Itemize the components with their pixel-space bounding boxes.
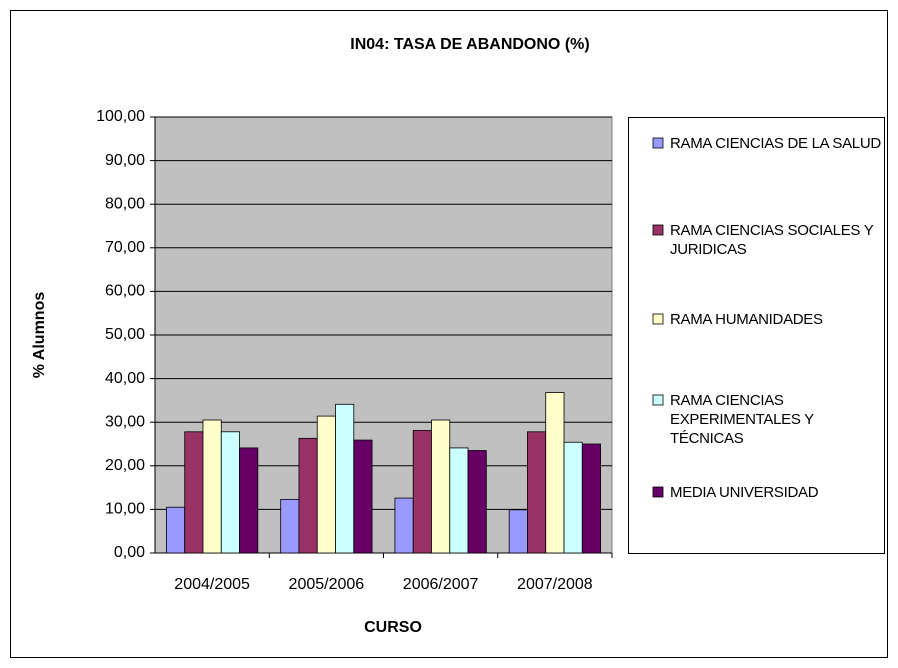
legend-swatch <box>652 394 664 406</box>
bar <box>353 439 373 554</box>
bar <box>563 441 583 554</box>
bar <box>335 403 355 554</box>
bar <box>298 437 318 554</box>
chart-title: IN04: TASA DE ABANDONO (%) <box>350 36 589 53</box>
y-tick-label: 100,00 <box>96 108 145 125</box>
legend-label: RAMA CIENCIAS DE LA SALUD <box>670 135 881 152</box>
bar <box>239 447 259 554</box>
y-tick-label: 20,00 <box>105 457 145 474</box>
bar <box>431 419 451 554</box>
bar <box>545 392 565 554</box>
legend-label: RAMA CIENCIAS EXPERIMENTALES Y TÉCNICAS <box>670 392 814 447</box>
bar <box>202 419 222 554</box>
legend-swatch <box>652 313 664 325</box>
legend-swatch <box>652 137 664 149</box>
y-tick-label: 80,00 <box>105 195 145 212</box>
x-tick-label: 2006/2007 <box>403 576 479 593</box>
legend-swatch <box>652 224 664 236</box>
bar <box>280 498 300 554</box>
bar <box>449 447 469 554</box>
bar <box>467 450 487 554</box>
y-tick-label: 40,00 <box>105 370 145 387</box>
y-tick-label: 50,00 <box>105 326 145 343</box>
bar <box>412 430 432 554</box>
bar <box>527 431 547 554</box>
bar <box>316 415 336 554</box>
legend-label: RAMA HUMANIDADES <box>670 311 823 328</box>
bar <box>184 431 204 554</box>
x-tick-label: 2004/2005 <box>174 576 250 593</box>
x-tick-label: 2007/2008 <box>517 576 593 593</box>
y-axis-label: % Alumnos <box>31 292 48 379</box>
legend-label: MEDIA UNIVERSIDAD <box>670 484 819 501</box>
bar <box>508 509 528 554</box>
bar <box>394 497 414 554</box>
y-tick-label: 70,00 <box>105 239 145 256</box>
legend-box <box>628 117 885 554</box>
bar <box>220 431 240 554</box>
y-tick-label: 60,00 <box>105 283 145 300</box>
y-tick-label: 30,00 <box>105 413 145 430</box>
y-tick-label: 0,00 <box>114 544 145 561</box>
bar <box>581 443 601 554</box>
bar <box>166 506 186 554</box>
y-tick-label: 90,00 <box>105 152 145 169</box>
x-tick-label: 2005/2006 <box>289 576 365 593</box>
legend-label: RAMA CIENCIAS SOCIALES Y JURIDICAS <box>670 222 874 258</box>
x-axis-label: CURSO <box>364 619 422 636</box>
y-tick-label: 10,00 <box>105 501 145 518</box>
legend-swatch <box>652 486 664 498</box>
